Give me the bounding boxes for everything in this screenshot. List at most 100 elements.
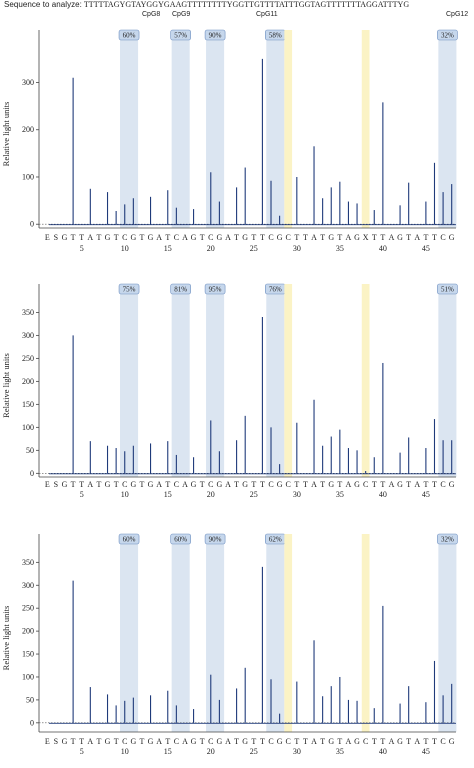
x-tick-label: 30	[293, 490, 301, 499]
dispensation-letter: G	[62, 480, 68, 489]
percentage-label: 81%	[174, 286, 187, 294]
dispensation-letter: G	[354, 480, 360, 489]
dispensation-letter: C	[174, 233, 179, 242]
dispensation-letter: T	[432, 233, 437, 242]
percentage-badge	[170, 29, 191, 41]
dispensation-letter: A	[389, 480, 395, 489]
percentage-badge	[437, 283, 458, 295]
dispensation-letter: T	[303, 480, 308, 489]
sequence-label: Sequence to analyze:	[4, 0, 82, 9]
x-tick-label: 15	[164, 747, 172, 756]
percentage-label: 32%	[441, 32, 454, 40]
percentage-badge	[170, 283, 191, 295]
dispensation-letter: C	[208, 233, 213, 242]
dispensation-letter: T	[380, 233, 385, 242]
percentage-label: 75%	[123, 286, 136, 294]
dispensation-letter: G	[328, 233, 334, 242]
cpg-region-band	[266, 534, 285, 732]
y-tick-label: 250	[22, 604, 34, 613]
y-tick-label: 0	[30, 469, 34, 478]
dispensation-letter: G	[242, 233, 248, 242]
dispensation-letter: T	[234, 233, 239, 242]
pyrogram-panel-2: 75% 81% 95% 76% 51% 0 50 100 150 200 250 300 350 Rela…	[1, 283, 458, 499]
y-tick-label: 50	[26, 695, 34, 704]
dispensation-letter: A	[87, 233, 93, 242]
cpg-region-band	[266, 284, 285, 477]
dispensation-letter: C	[268, 737, 273, 746]
x-tick-label: 20	[207, 244, 215, 253]
dispensation-letter: G	[328, 737, 334, 746]
cpg-region-band	[266, 30, 285, 228]
cpg-region-band	[206, 534, 225, 732]
x-tick-label: 10	[121, 747, 129, 756]
x-tick-label: 10	[121, 244, 129, 253]
dispensation-letter: G	[62, 233, 68, 242]
y-tick-label: 150	[22, 650, 34, 659]
dispensation-letter: G	[191, 480, 197, 489]
dispensation-letter: T	[380, 737, 385, 746]
dispensation-letter: C	[363, 480, 368, 489]
y-tick-label: 0	[30, 220, 34, 229]
dispensation-letter: A	[156, 233, 162, 242]
dispensation-letter: T	[71, 737, 76, 746]
percentage-label: 51%	[441, 286, 454, 294]
dispensation-letter: A	[311, 737, 317, 746]
y-tick-label: 150	[22, 400, 34, 409]
cpg-region-band	[438, 534, 457, 732]
dispensation-letter: C	[268, 233, 273, 242]
dispensation-letter: A	[346, 737, 352, 746]
x-tick-label: 5	[80, 244, 84, 253]
dispensation-letter: A	[87, 480, 93, 489]
dispensation-letter: A	[414, 480, 420, 489]
dispensation-letter: T	[380, 480, 385, 489]
dispensation-letter: A	[156, 737, 162, 746]
sequence-text: TTTTTAGYGTAYGGYGAAGTTTTTTTTYGGTTGTTTTATT…	[83, 0, 410, 9]
dispensation-letter: T	[337, 737, 342, 746]
dispensation-letter: A	[311, 480, 317, 489]
x-tick-label: 35	[336, 490, 344, 499]
cpg-label-cpg12: CpG12	[446, 11, 469, 18]
dispensation-letter: T	[294, 233, 299, 242]
dispensation-letter: A	[414, 233, 420, 242]
dispensation-letter: T	[200, 480, 205, 489]
x-tick-label: 5	[80, 747, 84, 756]
percentage-badge	[204, 283, 226, 295]
dispensation-letter: T	[251, 480, 256, 489]
dispensation-letter: G	[242, 480, 248, 489]
dispensation-letter: T	[96, 737, 101, 746]
dispensation-letter: T	[79, 480, 84, 489]
dispensation-letter: G	[130, 480, 136, 489]
dispensation-letter: T	[260, 737, 265, 746]
control-region-band	[361, 30, 370, 228]
percentage-badge	[118, 29, 140, 41]
dispensation-letter: C	[363, 737, 368, 746]
dispensation-letter: G	[328, 480, 334, 489]
cpg-region-band	[171, 30, 190, 228]
dispensation-letter: G	[148, 737, 154, 746]
dispensation-letter: T	[114, 480, 119, 489]
dispensation-letter: T	[432, 480, 437, 489]
dispensation-letter: T	[423, 233, 428, 242]
dispensation-letter: T	[406, 480, 411, 489]
dispensation-letter: T	[320, 480, 325, 489]
percentage-badge	[170, 533, 191, 545]
dispensation-letter: T	[320, 737, 325, 746]
sequence-header: Sequence to analyze: TTTTTAGYGTAYGGYGAAG…	[4, 0, 409, 9]
dispensation-letter: C	[122, 737, 127, 746]
dispensation-letter: C	[208, 480, 213, 489]
percentage-badge	[204, 29, 226, 41]
percentage-badge	[437, 533, 458, 545]
dispensation-letter: T	[337, 480, 342, 489]
dispensation-letter: G	[277, 480, 283, 489]
dispensation-letter: G	[191, 233, 197, 242]
y-tick-label: 200	[22, 627, 34, 636]
cpg-region-band	[120, 284, 139, 477]
dispensation-letter: C	[174, 737, 179, 746]
cpg-region-band	[206, 30, 225, 228]
dispensation-letter: G	[277, 737, 283, 746]
percentage-badge	[204, 533, 226, 545]
y-axis-label: Relative light units	[1, 353, 11, 418]
cpg-region-band	[438, 284, 457, 477]
percentage-label: 90%	[209, 536, 222, 544]
percentage-label: 60%	[123, 536, 136, 544]
